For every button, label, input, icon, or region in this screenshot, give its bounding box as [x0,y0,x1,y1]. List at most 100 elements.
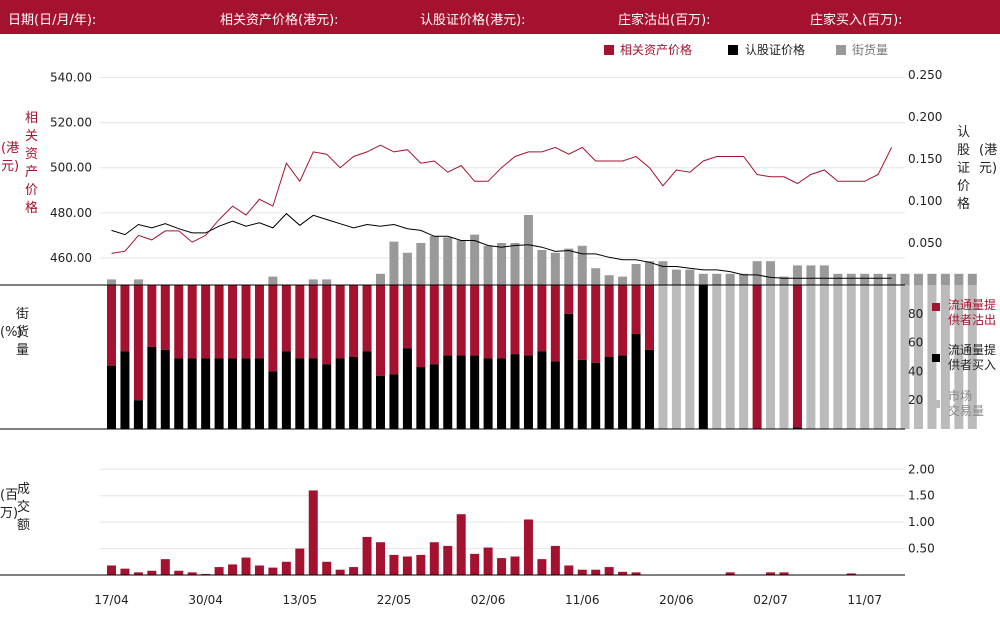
svg-text:价: 价 [25,183,38,198]
legend-buy-swatch [932,354,940,362]
sell-bar [402,285,412,349]
buy-bar [591,362,601,429]
turnover-bar [362,536,372,575]
sell-bar [389,285,399,375]
turnover-tick-label: 1.00 [908,515,935,529]
sell-bar [322,285,332,365]
turnover-bar [133,572,143,575]
street-volume-bar [376,273,385,285]
sell-bar [510,285,520,355]
sell-bar [537,285,547,352]
turnover-bar [523,519,533,575]
buy-bar [429,364,439,429]
buy-bar [604,357,614,429]
turnover-bar [107,565,116,575]
street-volume-bar [739,273,749,285]
street-volume-bar [887,273,897,285]
legend-street-swatch [836,45,846,55]
street-tick-label: 80 [908,307,923,321]
sell-bar [443,285,453,356]
street-volume-bar [967,273,977,285]
warrant-chart: 540.00 520.00 500.00 480.00 460.00 0.250 0.200… [0,42,997,607]
street-volume-bar [631,264,641,285]
svg-text:资: 资 [25,147,38,162]
buy-bar [187,358,197,429]
sell-bar [577,285,587,360]
buy-bar [497,358,507,429]
legend-sell-swatch [932,303,940,311]
turnover-bar [550,545,560,575]
street-tick-label: 60 [908,336,923,350]
x-tick-label: 11/06 [565,593,600,607]
buy-bar [456,355,466,429]
buy-bar [523,355,533,429]
market-volume-bar [833,285,843,429]
x-tick-label: 17/04 [94,593,129,607]
sell-bar [349,285,359,357]
buy-bar [214,358,224,429]
market-volume-bar [739,285,749,429]
street-volume-bar [725,273,735,285]
buy-bar [792,427,802,429]
street-volume-bar [537,250,547,285]
sell-bar [295,285,305,359]
turnover-bar [201,573,211,575]
x-tick-label: 30/04 [188,593,223,607]
street-axis-title: 街货量 (%) [0,307,29,358]
x-tick-label: 20/06 [659,593,694,607]
market-volume-bar [873,285,883,429]
street-volume-bar [107,279,116,285]
sell-bar [564,285,574,314]
street-tick-label: 40 [908,364,923,378]
market-volume-bar [914,285,923,429]
legend-underlying-swatch [604,45,614,55]
market-volume-bar [779,285,789,429]
buy-bar [174,358,184,429]
legend-warrant-text: 认股证价格 [745,42,805,57]
turnover-bar [147,570,157,575]
market-volume-bar [819,285,829,429]
axes: 540.00 520.00 500.00 480.00 460.00 0.250 0.200… [0,68,942,607]
sell-bar [362,285,372,352]
sell-bar [618,285,628,356]
market-volume-bar [685,285,695,429]
date-label: 日期(日/月/年): [8,13,97,28]
sell-bar [160,285,170,350]
turnover-bar [308,490,318,575]
sell-bar [645,285,654,350]
turnover-bar [429,542,439,575]
street-volume-bar [819,265,829,285]
turnover-bar [537,559,547,575]
street-volume-bar [658,261,668,285]
left-tick-label: 500.00 [50,161,92,175]
street-volume-bar [523,215,533,285]
street-volume-bar [792,265,802,285]
svg-text:货: 货 [16,324,29,340]
svg-text:量: 量 [16,343,29,358]
warrant-price-line [111,212,892,279]
turnover-bar [766,572,776,575]
street-volume-bar [443,237,453,285]
street-volume-bar [510,243,520,285]
sell-bar [187,285,197,359]
street-volume-bar [618,276,628,285]
buy-bar [376,375,385,429]
svg-text:(百: (百 [0,488,18,503]
street-volume-bar [779,276,789,285]
market-volume-bar [954,285,964,429]
street-volume-bar [940,273,950,285]
sell-bar [107,285,116,366]
turnover-bar [187,572,197,575]
turnover-bar [470,553,480,575]
street-volume-bar [712,273,722,285]
buy-bar [254,358,264,429]
street-volume-bar [860,273,870,285]
turnover-bar [631,572,641,575]
turnover-bar [510,556,520,575]
turnover-bar [456,514,466,575]
buy-bar [308,358,318,429]
street-volume-bar [766,261,776,285]
street-tick-label: 20 [908,393,923,407]
sell-bar [376,285,385,376]
street-volume-bar [698,273,708,285]
